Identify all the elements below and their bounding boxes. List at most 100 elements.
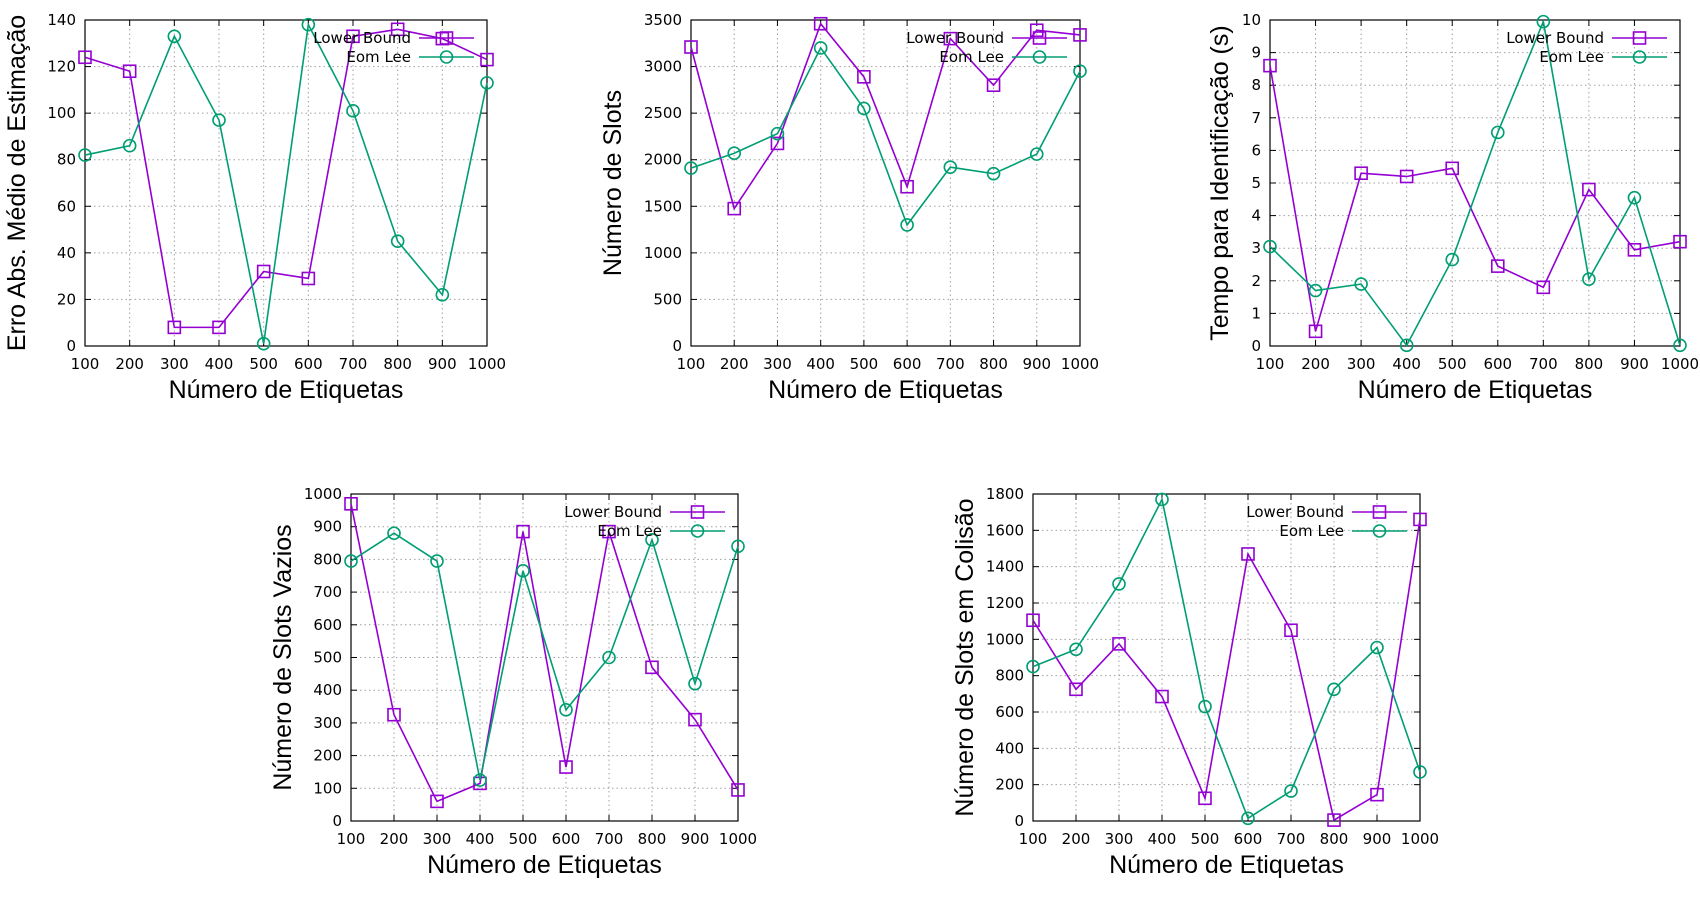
data-point-circle (1536, 14, 1551, 29)
data-point-circle (770, 126, 785, 141)
y-tick-label: 1000 (304, 485, 342, 503)
data-point-circle (900, 218, 914, 232)
y-tick-label: 1600 (986, 521, 1024, 539)
x-axis-title: Número de Etiquetas (1358, 376, 1593, 404)
y-tick-label: 400 (313, 681, 342, 699)
plot-frame (84, 19, 488, 347)
x-tick-label: 600 (893, 355, 922, 373)
y-axis-title: Tempo para Identificação (s) (1206, 25, 1234, 340)
plot-frame (1032, 493, 1421, 822)
data-point-circle (727, 146, 742, 160)
data-point-circle (1069, 642, 1083, 657)
x-tick-label: 700 (1277, 830, 1306, 848)
legend-marker-square (1372, 505, 1387, 519)
y-tick-label: 5 (1251, 174, 1261, 192)
x-tick-label: 800 (383, 355, 412, 373)
legend-label: Eom Lee (346, 48, 411, 66)
y-tick-label: 0 (672, 337, 682, 355)
x-tick-label: 500 (850, 355, 879, 373)
y-tick-label: 1200 (986, 594, 1024, 612)
legend-label: Eom Lee (1279, 522, 1344, 540)
data-point-circle (1026, 659, 1040, 674)
y-tick-label: 600 (313, 616, 342, 634)
data-point-circle (943, 160, 958, 174)
legend-marker-circle (1632, 50, 1647, 64)
series-line-2 (84, 22, 488, 344)
chart-panel-3: 100 200 300 400 500 600 700 800 900 1000 0 1 2 3 4 5 6 7 8… (1206, 11, 1699, 404)
y-tick-label: 2000 (644, 151, 682, 169)
legend-marker-circle (1372, 524, 1387, 538)
legend-marker-square (439, 31, 454, 45)
chart-panel-5: 100 200 300 400 500 600 700 800 900 1000 0 200 400 60… (951, 485, 1439, 879)
data-point-circle (480, 76, 494, 90)
data-point-circle (390, 234, 405, 249)
x-tick-label: 1000 (1401, 830, 1439, 848)
y-tick-label: 3000 (644, 58, 682, 76)
data-point-circle (346, 104, 360, 118)
data-point-circle (813, 41, 828, 55)
data-point-circle (1399, 338, 1414, 353)
data-point-square (516, 524, 530, 539)
x-tick-label: 900 (1022, 355, 1051, 373)
y-axis-title: Número de Slots em Colisão (951, 498, 979, 816)
data-point-square (684, 40, 698, 54)
data-point-square (1284, 623, 1298, 638)
y-tick-label: 3500 (644, 11, 682, 29)
x-tick-label: 500 (249, 355, 278, 373)
data-point-square (212, 320, 226, 335)
chart-panel-1: 100 200 300 400 500 600 700 800 900 1000 0 20 40 60 80… (3, 11, 506, 404)
plot-frame (690, 19, 1081, 347)
y-tick-label: 0 (332, 812, 342, 830)
x-tick-label: 700 (936, 355, 965, 373)
data-point-square (1399, 169, 1414, 184)
x-tick-label: 700 (595, 830, 624, 848)
x-tick-label: 200 (1301, 355, 1330, 373)
x-tick-label: 600 (1483, 355, 1512, 373)
data-point-circle (435, 287, 450, 302)
data-point-circle (1112, 577, 1126, 591)
x-tick-label: 100 (71, 355, 100, 373)
data-point-square (770, 136, 785, 151)
data-point-square (1155, 689, 1169, 704)
data-point-circle (559, 703, 573, 717)
y-tick-label: 200 (995, 776, 1024, 794)
x-tick-label: 400 (806, 355, 835, 373)
x-tick-label: 500 (509, 830, 538, 848)
data-point-circle (1445, 252, 1460, 267)
y-tick-label: 9 (1251, 44, 1261, 62)
data-point-circle (1370, 640, 1384, 655)
data-point-square (559, 760, 573, 774)
y-tick-label: 1 (1251, 304, 1261, 322)
y-tick-label: 8 (1251, 76, 1261, 94)
legend-label: Eom Lee (939, 48, 1004, 66)
series-line-1 (350, 503, 739, 803)
y-axis-title: Erro Abs. Médio de Estimação (3, 15, 31, 351)
data-point-square (301, 271, 316, 286)
data-point-circle (684, 161, 698, 175)
plot-frame (1269, 19, 1681, 347)
data-point-circle (731, 539, 745, 554)
y-tick-label: 7 (1251, 109, 1261, 127)
data-point-square (1073, 28, 1087, 42)
legend-label: Eom Lee (1539, 48, 1604, 66)
x-tick-label: 300 (1347, 355, 1376, 373)
x-tick-label: 200 (380, 830, 409, 848)
x-tick-label: 100 (337, 830, 366, 848)
data-point-circle (1029, 147, 1044, 161)
data-point-square (1536, 280, 1551, 295)
data-point-square (390, 22, 405, 37)
data-point-circle (473, 773, 487, 787)
legend-marker-circle (1032, 50, 1047, 64)
x-tick-label: 800 (979, 355, 1008, 373)
chart-panel-4: 100 200 300 400 500 600 700 800 900 1000010020030… (269, 485, 757, 879)
data-point-square (480, 52, 494, 67)
data-point-circle (1241, 811, 1255, 826)
y-tick-label: 1400 (986, 558, 1024, 576)
y-tick-label: 80 (57, 151, 76, 169)
data-point-square (1069, 682, 1083, 697)
series-line-2 (690, 46, 1081, 227)
x-tick-label: 700 (339, 355, 368, 373)
x-tick-label: 100 (1019, 830, 1048, 848)
y-tick-label: 900 (313, 518, 342, 536)
y-tick-label: 800 (995, 667, 1024, 685)
